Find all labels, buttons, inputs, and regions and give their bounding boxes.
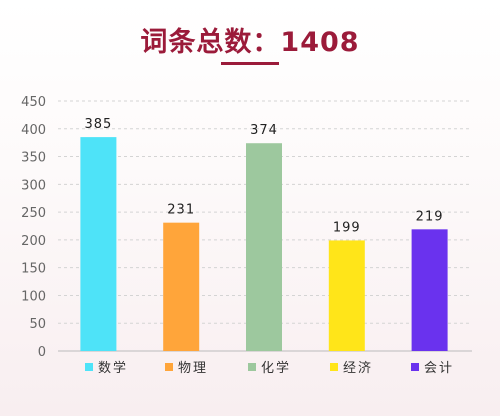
y-tick-label: 300 (21, 178, 46, 193)
chart-title: 词条总数：1408 (140, 27, 360, 58)
legend-label: 经济 (343, 361, 373, 376)
data-label: 374 (250, 123, 278, 138)
y-tick-label: 400 (21, 123, 46, 138)
y-tick-label: 250 (21, 206, 46, 221)
y-tick-label: 50 (29, 317, 46, 332)
legend-swatch (330, 363, 338, 371)
legend-swatch (165, 363, 173, 371)
legend-swatch (411, 363, 419, 371)
bar (411, 229, 448, 351)
y-tick-label: 350 (21, 151, 46, 166)
bar (80, 137, 117, 351)
y-tick-label: 100 (21, 289, 46, 304)
data-label: 231 (167, 203, 195, 218)
y-tick-label: 200 (21, 234, 46, 249)
legend-label: 物理 (178, 361, 208, 376)
data-label: 199 (333, 220, 361, 235)
y-tick-label: 450 (21, 95, 46, 110)
y-tick-label: 0 (38, 345, 46, 360)
legend-label: 数学 (98, 360, 128, 376)
legend-label: 化学 (261, 360, 291, 376)
legend-label: 会计 (424, 361, 454, 376)
data-label: 385 (84, 117, 112, 132)
bar (246, 143, 282, 351)
data-label: 219 (416, 209, 444, 224)
bar (163, 222, 200, 351)
y-tick-label: 150 (21, 262, 46, 277)
legend-swatch (85, 363, 93, 371)
title-underline (221, 62, 279, 65)
legend-swatch (248, 363, 256, 371)
bar (328, 240, 365, 351)
